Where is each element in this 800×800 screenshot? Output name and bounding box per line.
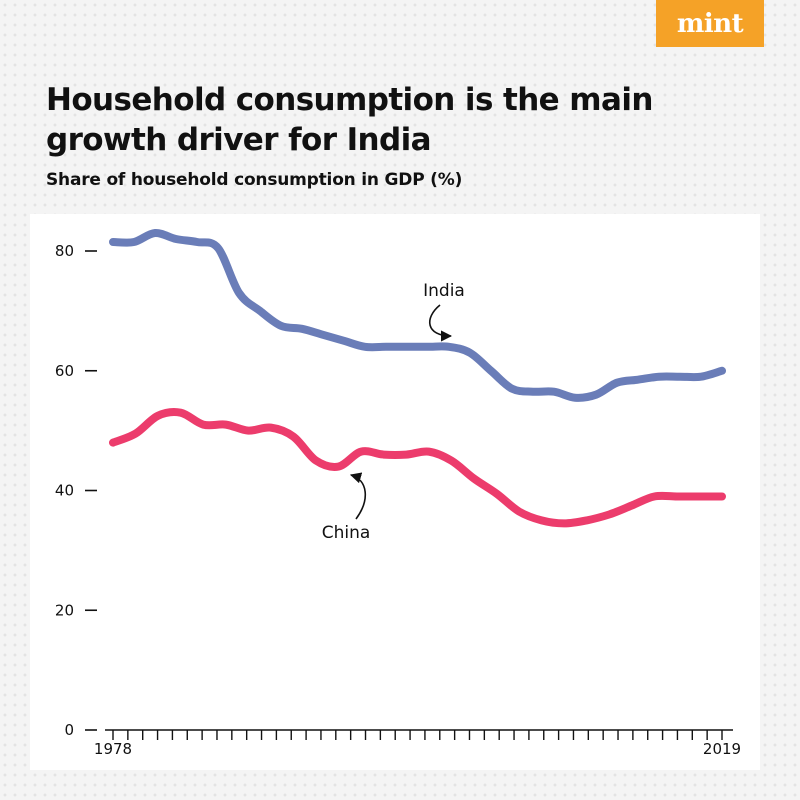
series-layer — [109, 228, 726, 528]
chart-title: Household consumption is the main growth… — [46, 82, 653, 158]
annotation-india: India — [423, 281, 465, 301]
axes: 0 20 40 60 80 1978 2019 — [55, 242, 741, 758]
y-tick-label: 40 — [55, 482, 74, 500]
annotation-china: China — [322, 523, 371, 543]
annotation-arrow-india — [429, 304, 453, 342]
plot-panel — [30, 214, 760, 770]
x-tick-label: 2019 — [703, 740, 741, 758]
series-line-india — [109, 228, 726, 402]
chart-subtitle: Share of household consumption in GDP (%… — [46, 170, 463, 190]
x-tick-label: 1978 — [94, 740, 132, 758]
series-line-china — [109, 408, 726, 528]
annotation-arrow-china — [349, 472, 366, 520]
y-tick-label: 60 — [55, 362, 74, 380]
mint-logo: mint — [656, 0, 764, 47]
y-tick-label: 20 — [55, 601, 74, 619]
y-tick-label: 80 — [55, 242, 74, 260]
annotation-layer: India China — [322, 281, 465, 543]
y-tick-label: 0 — [64, 721, 74, 739]
